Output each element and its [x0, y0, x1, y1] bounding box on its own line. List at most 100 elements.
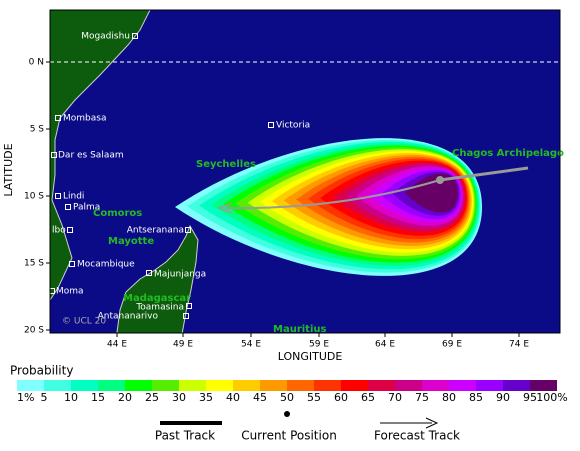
lat-label: 5 S	[30, 125, 45, 135]
colorbar-label: 100%	[536, 391, 567, 404]
town-marker	[186, 303, 192, 309]
colorbar-label: 95	[523, 391, 537, 404]
town-label: Mogadishu	[81, 32, 130, 42]
past-track	[439, 166, 529, 182]
town-label: Mocambique	[77, 260, 135, 270]
region-label: Chagos Archipelago	[452, 148, 564, 159]
lon-label: 74 E	[509, 340, 529, 350]
lon-label: 54 E	[241, 340, 261, 350]
colorbar-cell	[125, 380, 152, 391]
region-label: Comoros	[93, 208, 142, 219]
town-label: Mombasa	[63, 114, 106, 124]
legend-label: Past Track	[155, 429, 215, 443]
region-label: Mauritius	[273, 324, 327, 335]
colorbar-label: 15	[91, 391, 105, 404]
current-position	[436, 176, 444, 184]
town-label: lbo	[52, 226, 66, 236]
colorbar-cell	[368, 380, 395, 391]
forecast-arrowhead	[216, 202, 233, 214]
colorbar-cell	[422, 380, 449, 391]
town-label: Moma	[56, 287, 84, 297]
lon-label: 69 E	[442, 340, 462, 350]
colorbar-cell	[17, 380, 44, 391]
region-label: Madagascar	[123, 293, 191, 304]
colorbar-cell	[530, 380, 557, 391]
lon-label: 49 E	[173, 340, 193, 350]
town-marker	[65, 204, 71, 210]
lon-label: 44 E	[107, 340, 127, 350]
lat-label: 0 N	[29, 58, 44, 68]
lon-label: 59 E	[309, 340, 329, 350]
colorbar-cell	[98, 380, 125, 391]
colorbar-label: 50	[280, 391, 294, 404]
colorbar-cell	[233, 380, 260, 391]
colorbar-label: 40	[226, 391, 240, 404]
legend-label: Forecast Track	[374, 429, 460, 443]
town-label: Dar es Salaam	[58, 151, 124, 161]
legend-arrowhead	[425, 417, 439, 429]
colorbar-cell	[449, 380, 476, 391]
town-marker	[69, 261, 75, 267]
town-label: Majunjanga	[154, 270, 206, 280]
colorbar-label: 80	[442, 391, 456, 404]
probability-field	[175, 138, 482, 276]
forecast-track	[224, 179, 441, 210]
colorbar-cell	[503, 380, 530, 391]
colorbar-label: 5	[41, 391, 48, 404]
colorbar-label: 20	[118, 391, 132, 404]
y-axis-title: LATITUDE	[2, 143, 15, 196]
colorbar-label: 10	[64, 391, 78, 404]
lat-label: 10 S	[24, 192, 44, 202]
colorbar-label: 85	[469, 391, 483, 404]
colorbar-cell	[341, 380, 368, 391]
town-marker	[51, 152, 57, 158]
town-label: Toamasina	[135, 303, 184, 313]
lat-label: 15 S	[24, 259, 44, 269]
copyright: © UCL 20	[62, 317, 106, 327]
colorbar-label: 90	[496, 391, 510, 404]
town-label: Lindi	[63, 192, 84, 202]
colorbar-label: 45	[253, 391, 267, 404]
colorbar-label: 30	[172, 391, 186, 404]
madagascar	[116, 224, 199, 333]
town-marker	[55, 115, 61, 121]
town-marker	[67, 227, 73, 233]
region-label: Mayotte	[108, 236, 154, 247]
town-marker	[268, 122, 274, 128]
colorbar-label: 60	[334, 391, 348, 404]
lat-label: 20 S	[24, 326, 44, 336]
town-label: Palma	[73, 203, 100, 213]
town-label: Victoria	[276, 121, 310, 131]
legend-label: Current Position	[241, 429, 337, 443]
town-label: Antseranana	[127, 226, 184, 236]
town-marker	[132, 33, 138, 39]
colorbar-label: 65	[361, 391, 375, 404]
town-marker	[185, 227, 191, 233]
colorbar-cell	[314, 380, 341, 391]
colorbar-cell	[260, 380, 287, 391]
colorbar-label: 1%	[17, 391, 34, 404]
africa	[50, 10, 151, 301]
colorbar-cell	[179, 380, 206, 391]
colorbar-label: 75	[415, 391, 429, 404]
x-axis-title: LONGITUDE	[278, 350, 343, 363]
probability-contour	[405, 173, 458, 213]
colorbar-cell	[287, 380, 314, 391]
colorbar-cell	[476, 380, 503, 391]
legend-current-position	[284, 411, 290, 417]
colorbar-cell	[152, 380, 179, 391]
colorbar-cell	[71, 380, 98, 391]
colorbar-label: 55	[307, 391, 321, 404]
tracks	[216, 166, 529, 214]
town-marker	[183, 313, 189, 319]
colorbar-label: 35	[199, 391, 213, 404]
town-marker	[146, 270, 152, 276]
town-marker	[55, 193, 61, 199]
land	[50, 10, 199, 333]
colorbar-title: Probability	[10, 364, 73, 378]
region-label: Seychelles	[196, 159, 256, 170]
colorbar-cell	[395, 380, 422, 391]
colorbar-label: 25	[145, 391, 159, 404]
town-label: Antananarivo	[98, 312, 159, 322]
